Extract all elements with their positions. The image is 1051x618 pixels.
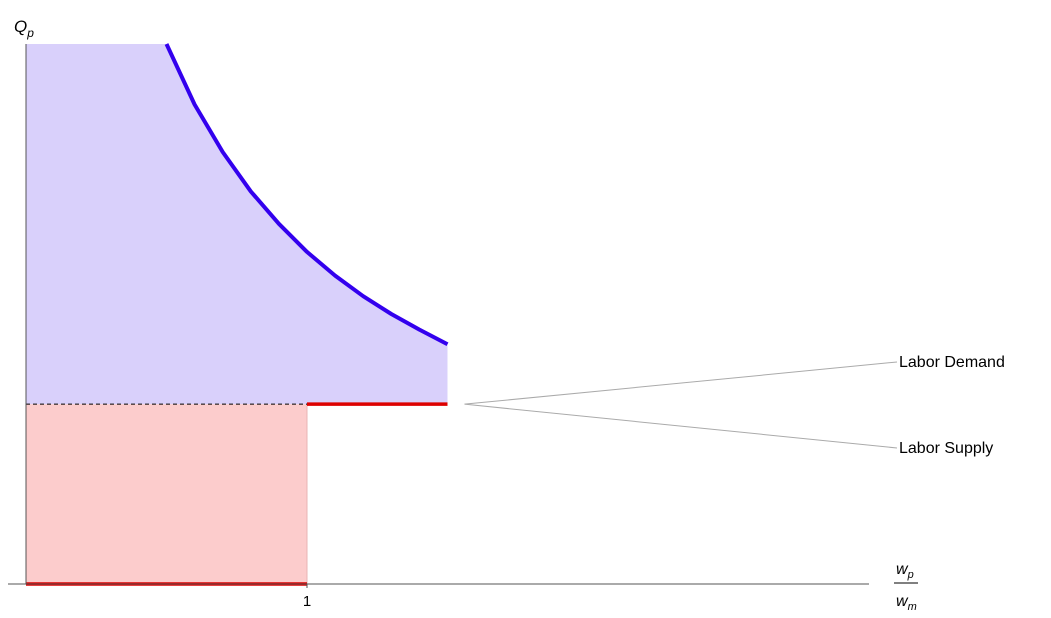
shaded-areas bbox=[26, 44, 448, 584]
labor-demand-callout bbox=[464, 361, 898, 405]
supply-area bbox=[26, 404, 307, 584]
labor-supply-label: Labor Supply bbox=[899, 440, 993, 457]
labor-supply-callout bbox=[464, 403, 898, 449]
callouts bbox=[464, 361, 898, 449]
x-tick-label: 1 bbox=[303, 593, 311, 610]
labor-demand-curve bbox=[164, 43, 449, 347]
axes: 1 bbox=[8, 44, 869, 610]
y-axis-label: Qp bbox=[14, 17, 34, 40]
svg-text:wm: wm bbox=[896, 593, 917, 613]
svg-text:wp: wp bbox=[896, 561, 914, 581]
x-axis-label: wp wm bbox=[894, 561, 918, 613]
labor-demand-label: Labor Demand bbox=[899, 354, 1005, 371]
demand-area bbox=[26, 44, 448, 405]
